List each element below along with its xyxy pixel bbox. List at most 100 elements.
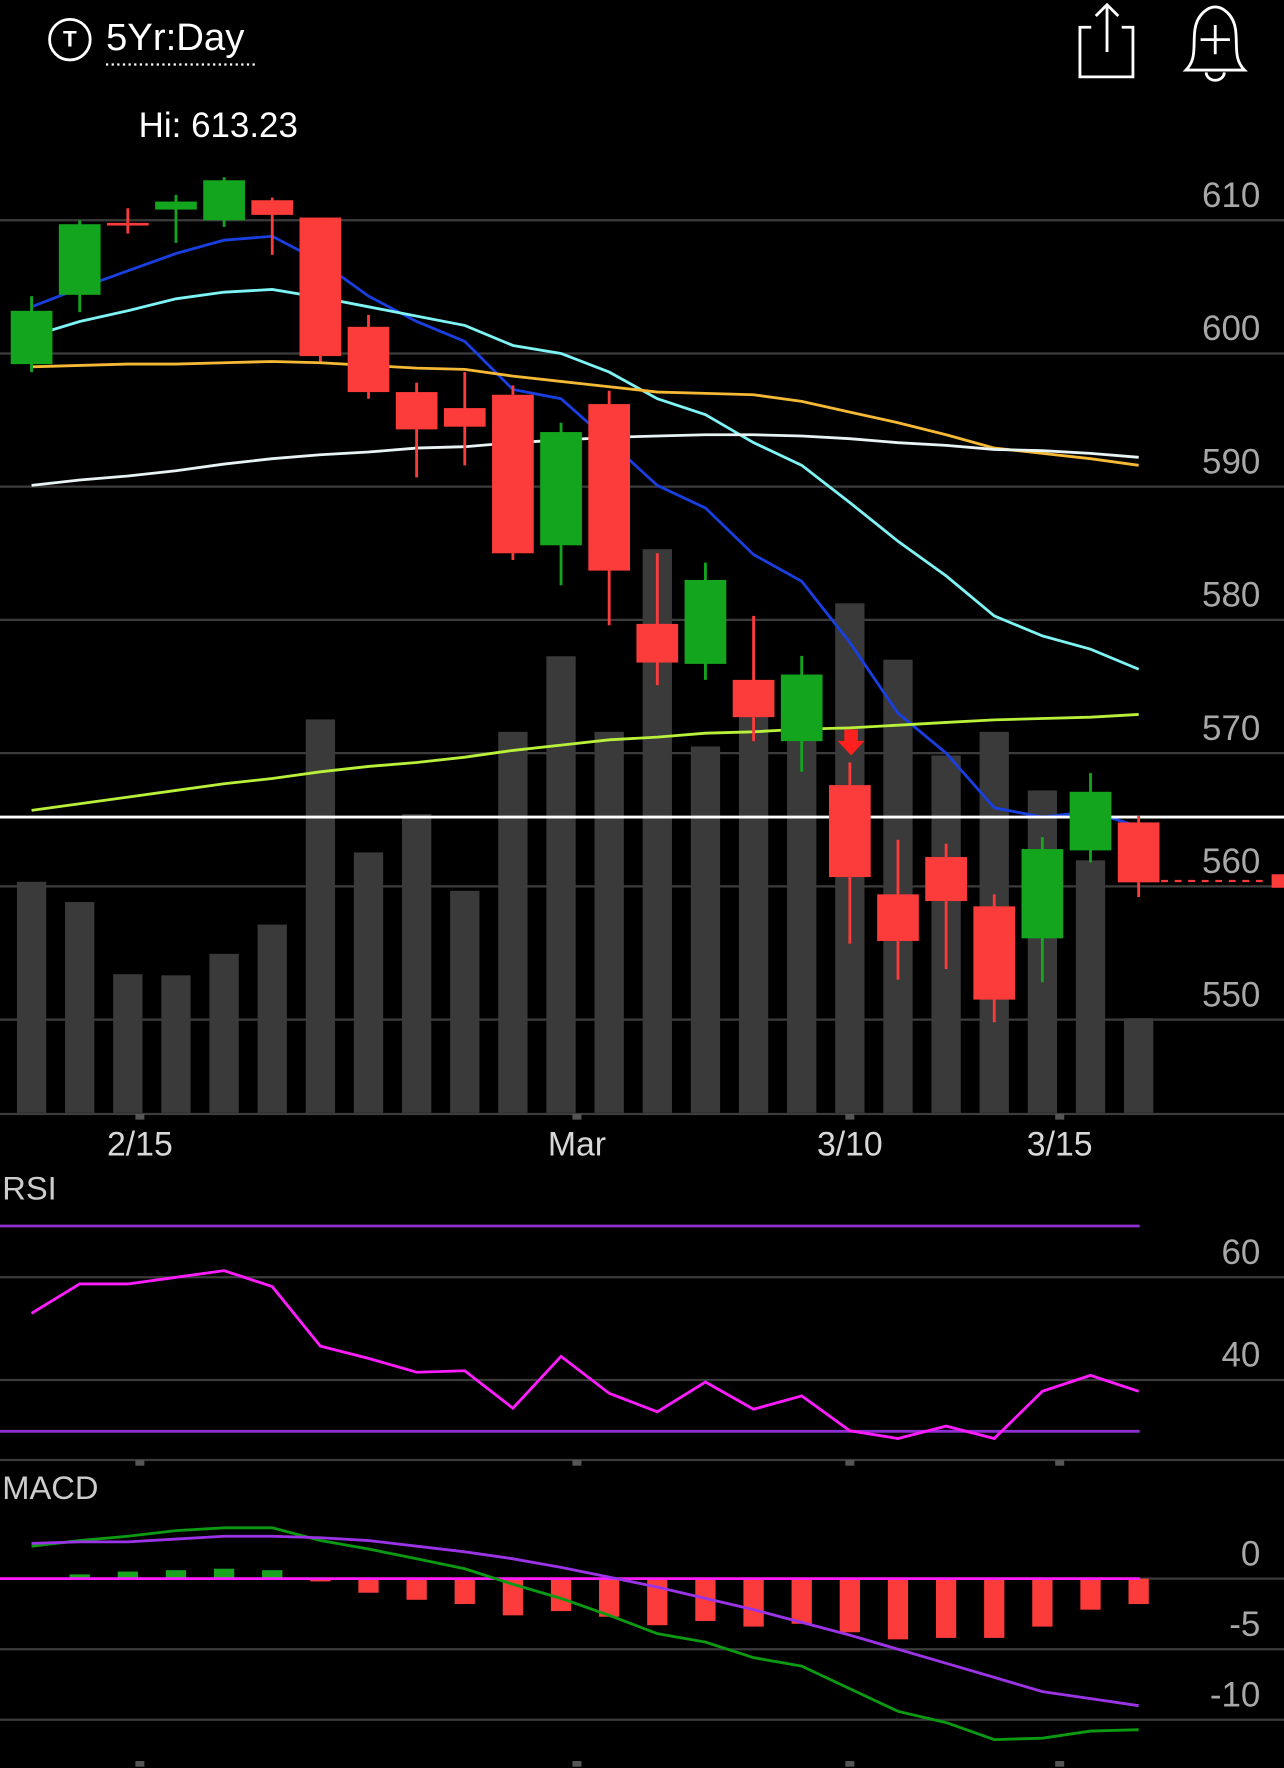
candle-body bbox=[106, 222, 149, 226]
x-tick-mark bbox=[572, 1113, 582, 1120]
histogram-bar bbox=[1128, 1578, 1149, 1605]
histogram-bar bbox=[599, 1578, 620, 1617]
candle-body bbox=[1069, 791, 1112, 851]
x-tick-mark bbox=[135, 1460, 145, 1466]
x-tick-mark bbox=[572, 1460, 582, 1466]
candle-body bbox=[58, 224, 101, 295]
histogram-bar bbox=[117, 1571, 138, 1579]
x-tick-mark bbox=[845, 1460, 855, 1466]
y-tick-label: 60 bbox=[1221, 1233, 1260, 1272]
histogram-bar bbox=[69, 1574, 90, 1579]
candle-body bbox=[780, 674, 823, 742]
candle-body bbox=[492, 394, 534, 554]
x-tick-label: 3/15 bbox=[1027, 1126, 1093, 1164]
candle-body bbox=[203, 180, 245, 221]
volume-bar bbox=[787, 720, 817, 1113]
volume-bar bbox=[16, 881, 47, 1113]
y-tick-label: 570 bbox=[1202, 709, 1260, 748]
moving-average bbox=[31, 288, 1140, 671]
candle-body bbox=[443, 408, 486, 427]
histogram-bar bbox=[984, 1578, 1005, 1638]
last-price-marker bbox=[1271, 874, 1284, 888]
histogram-bar bbox=[213, 1568, 235, 1579]
candle-body bbox=[877, 894, 919, 941]
volume-bar bbox=[546, 656, 576, 1113]
volume-bar bbox=[690, 746, 721, 1113]
y-tick-label: 580 bbox=[1202, 576, 1260, 615]
candle-body bbox=[251, 200, 294, 215]
histogram-bar bbox=[1080, 1578, 1101, 1610]
candle-body bbox=[1021, 849, 1064, 939]
candle-body bbox=[684, 579, 727, 664]
signal-arrow bbox=[837, 729, 865, 756]
symbol-icon-label: T bbox=[63, 27, 77, 52]
volume-bar bbox=[738, 697, 769, 1113]
volume-bar bbox=[305, 719, 336, 1113]
volume-bar bbox=[257, 924, 287, 1113]
histogram-bar bbox=[262, 1570, 283, 1579]
histogram-bar bbox=[550, 1578, 572, 1612]
candle-body bbox=[925, 857, 967, 902]
y-tick-label: 40 bbox=[1221, 1336, 1260, 1375]
volume-bar bbox=[113, 974, 143, 1113]
share-button[interactable] bbox=[1078, 2, 1135, 79]
x-tick-label: 2/15 bbox=[107, 1126, 173, 1164]
x-tick-label: Mar bbox=[548, 1126, 606, 1164]
candle-body bbox=[636, 623, 679, 663]
y-tick-label: 590 bbox=[1202, 442, 1260, 481]
x-tick-mark bbox=[1055, 1761, 1065, 1767]
candle-body bbox=[299, 217, 342, 357]
histogram-bar bbox=[358, 1578, 379, 1593]
volume-bar bbox=[65, 902, 95, 1113]
histogram-bar bbox=[165, 1570, 187, 1579]
x-tick-mark bbox=[572, 1761, 582, 1767]
candle-body bbox=[828, 785, 871, 878]
timeframe[interactable]: 5Yr:Day bbox=[106, 16, 245, 59]
candle-body bbox=[540, 432, 582, 546]
rsi-title: RSI bbox=[2, 1169, 56, 1206]
histogram-bar bbox=[935, 1578, 957, 1638]
histogram-bar bbox=[791, 1578, 812, 1624]
histogram-bar bbox=[887, 1578, 909, 1640]
macd-title: MACD bbox=[2, 1469, 98, 1506]
y-tick-label: 560 bbox=[1202, 842, 1260, 881]
candle-body bbox=[395, 392, 438, 430]
volume-bar bbox=[1075, 860, 1106, 1113]
volume-bar bbox=[594, 731, 624, 1113]
moving-average bbox=[31, 433, 1139, 487]
alert-button[interactable] bbox=[1182, 5, 1248, 82]
x-tick-label: 3/10 bbox=[817, 1126, 883, 1164]
x-tick-mark bbox=[1055, 1113, 1065, 1120]
volume-bar bbox=[161, 975, 191, 1113]
x-tick-mark bbox=[845, 1761, 855, 1767]
x-tick-mark bbox=[135, 1113, 145, 1120]
histogram-bar bbox=[502, 1578, 524, 1616]
x-tick-mark bbox=[845, 1113, 855, 1120]
x-tick-mark bbox=[135, 1761, 145, 1767]
y-tick-label: -10 bbox=[1210, 1675, 1261, 1714]
candle-body bbox=[973, 906, 1016, 1000]
moving-average bbox=[31, 360, 1139, 467]
volume-bar bbox=[450, 890, 480, 1113]
candle-body bbox=[10, 310, 53, 365]
moving-average bbox=[31, 713, 1139, 812]
candle-body bbox=[347, 326, 390, 393]
histogram-bar bbox=[310, 1578, 331, 1582]
histogram-bar bbox=[647, 1578, 668, 1626]
y-tick-label: 600 bbox=[1202, 309, 1260, 348]
y-tick-label: 610 bbox=[1202, 176, 1260, 215]
histogram-bar bbox=[1032, 1578, 1053, 1627]
moving-average bbox=[31, 234, 1140, 828]
volume-bar bbox=[401, 814, 432, 1113]
candle-body bbox=[155, 201, 197, 210]
high-annotation: Hi: 613.23 bbox=[139, 106, 298, 145]
macd-line bbox=[31, 1526, 1139, 1742]
volume-bar bbox=[209, 953, 239, 1113]
histogram-bar bbox=[454, 1578, 475, 1605]
symbol-icon[interactable] bbox=[48, 17, 92, 62]
histogram-bar bbox=[406, 1578, 427, 1600]
candle-body bbox=[1117, 822, 1160, 883]
histogram-bar bbox=[839, 1578, 860, 1633]
volume-bar bbox=[353, 852, 384, 1113]
